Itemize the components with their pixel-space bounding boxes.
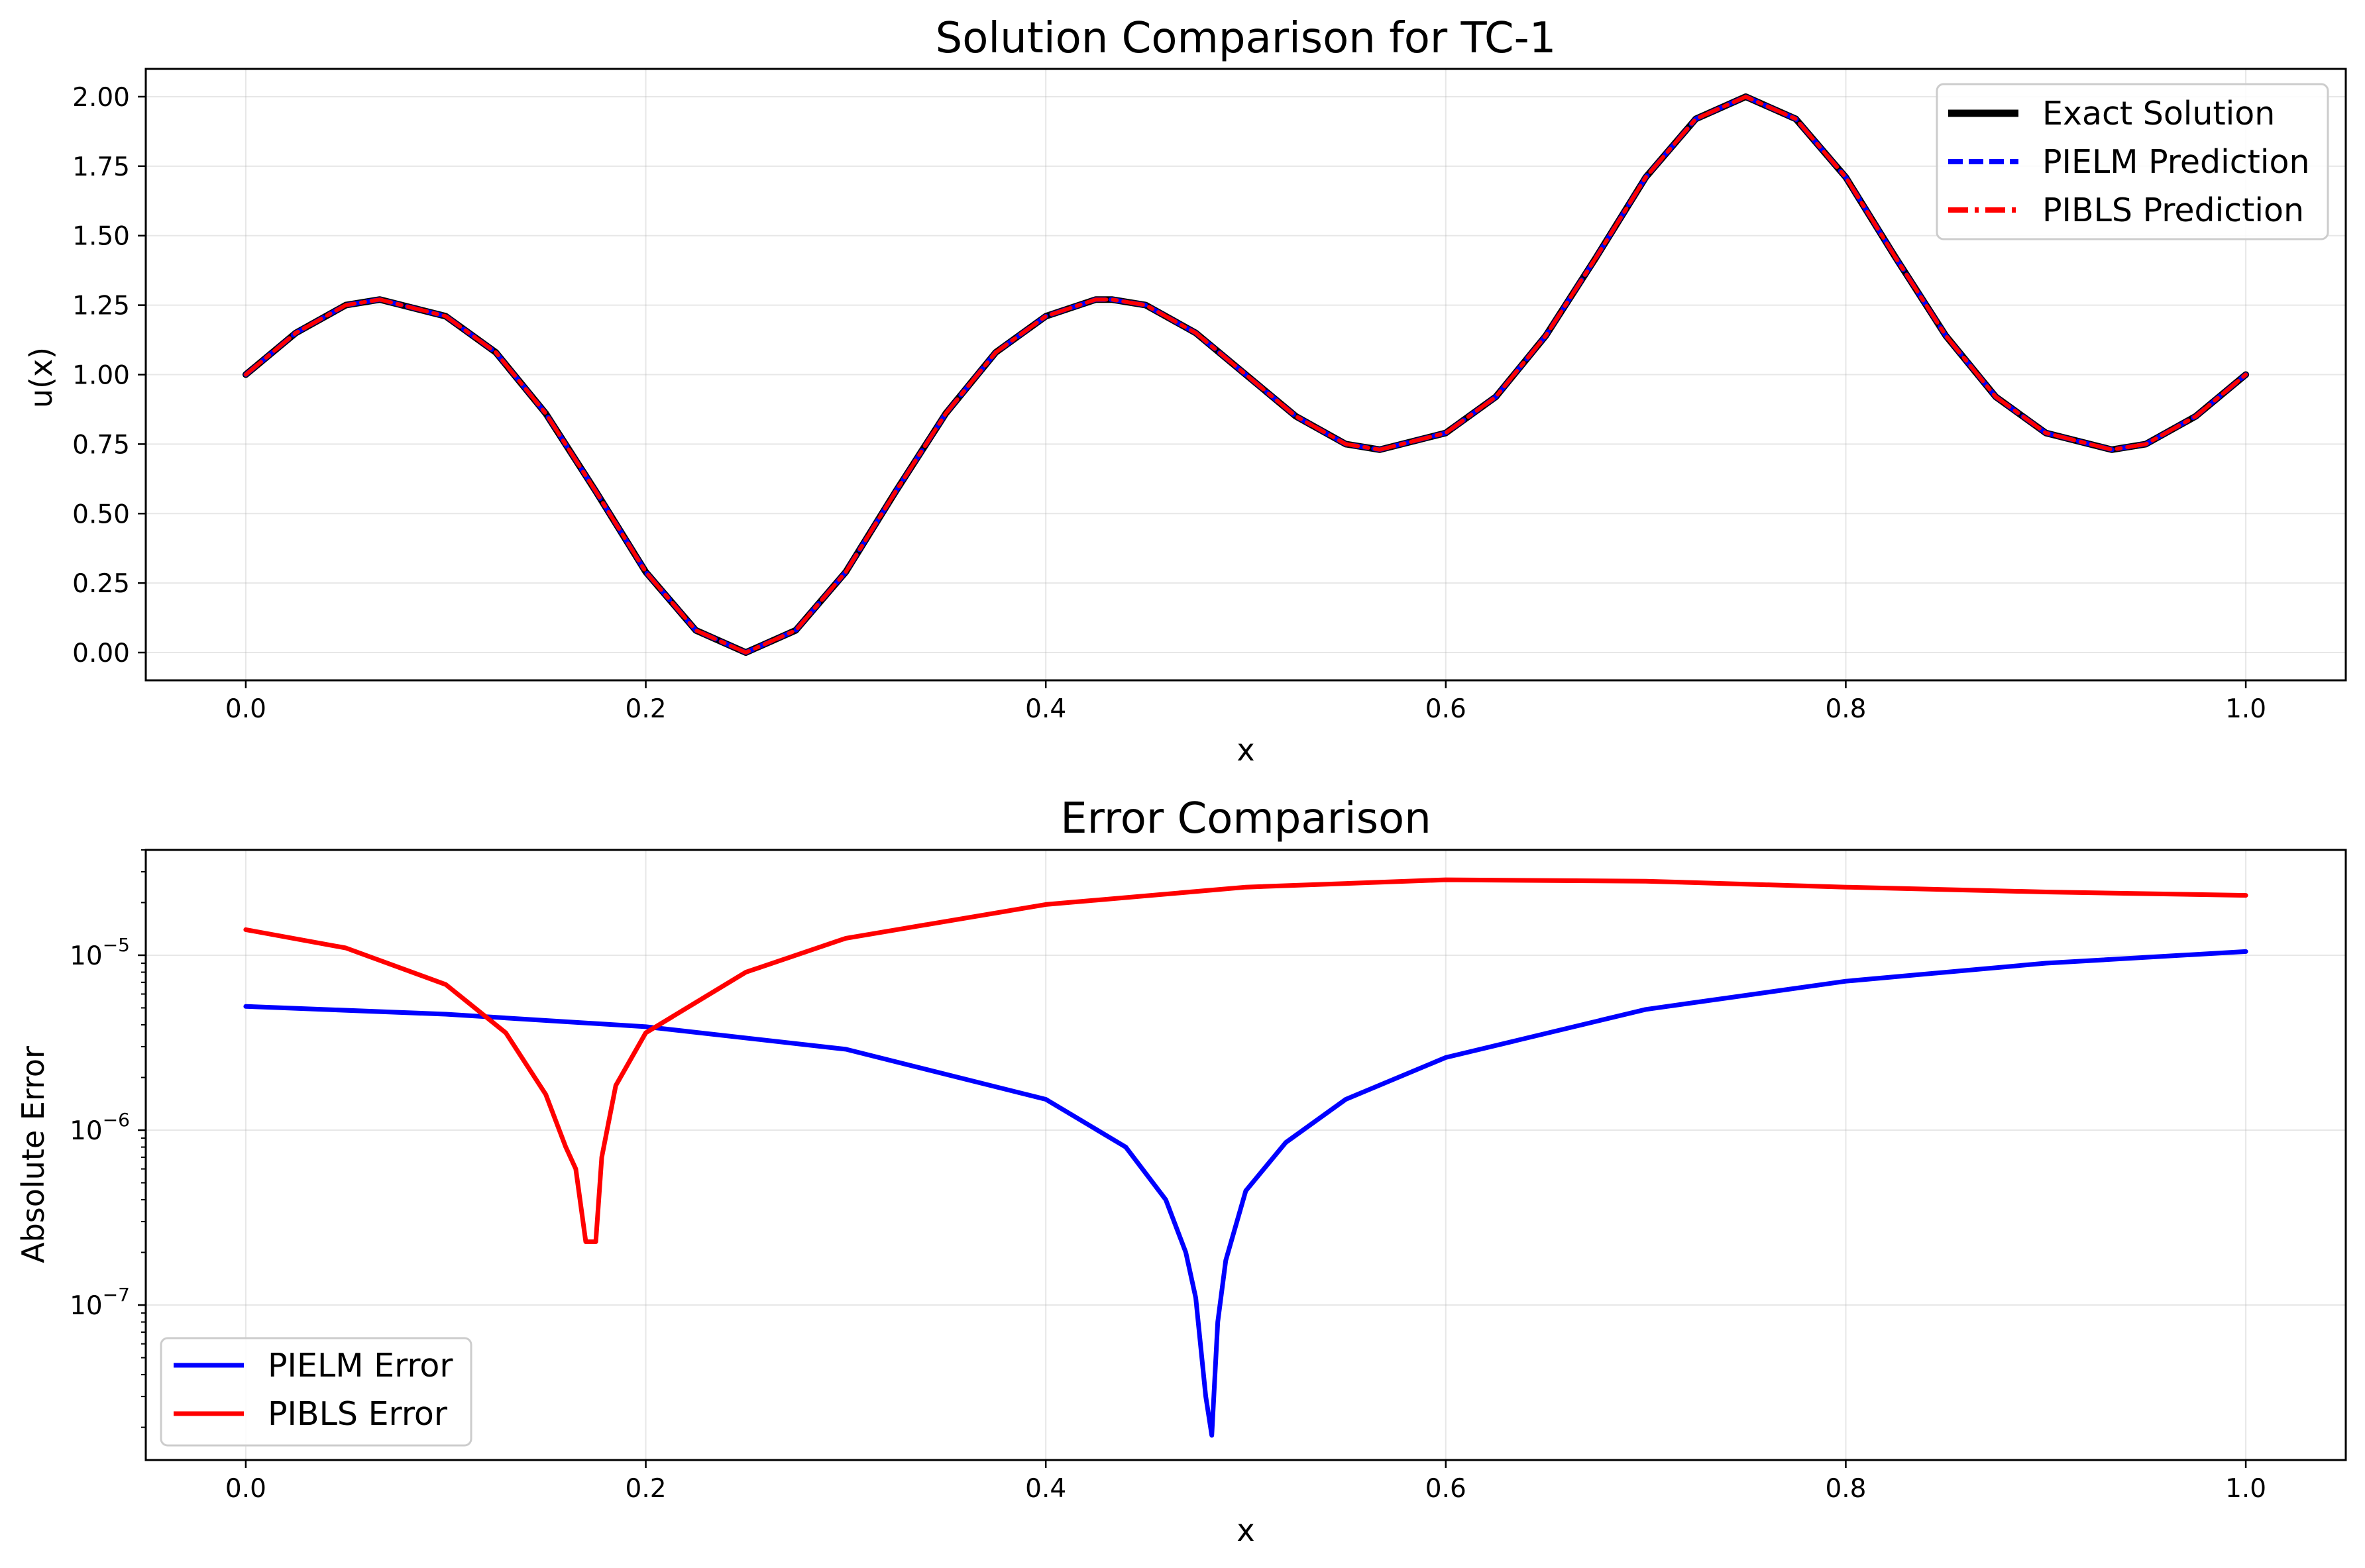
x-tick-label: 0.4 [1025, 694, 1066, 724]
x-tick-label: 1.0 [2225, 1474, 2266, 1504]
plot-frame [144, 849, 2347, 1461]
legend-label-pibls-prediction: PIBLS Prediction [2042, 191, 2304, 229]
legend-label-exact-solution: Exact Solution [2042, 95, 2275, 132]
series-line-pielm-error [243, 949, 2248, 1438]
y-tick-label: 0.75 [72, 430, 130, 460]
x-tick-label: 0.8 [1825, 1474, 1866, 1504]
x-tick-label: 0.4 [1025, 1474, 1066, 1504]
series-lines [242, 93, 2250, 656]
x-tick-label: 0.0 [225, 1474, 266, 1504]
y-axis-ticks: 0.00 0.25 0.50 0.75 1.00 1.25 1.50 1.75 2.00 [72, 83, 146, 668]
x-tick-label: 0.2 [626, 1474, 667, 1504]
series-line-pibls-prediction [243, 95, 2248, 654]
y-tick-label: 1.75 [72, 152, 130, 182]
x-tick-label: 0.6 [1425, 694, 1466, 724]
y-tick-label: 1.50 [72, 222, 130, 252]
legend: PIELM Error PIBLS Error [160, 1337, 472, 1447]
x-axis-ticks: 0.0 0.2 0.4 0.6 0.8 1.0 [225, 1460, 2266, 1504]
y-axis-label: Absolute Error [15, 1046, 51, 1263]
legend-label-pielm-error: PIELM Error [268, 1347, 453, 1385]
y-tick-label: 1.00 [72, 361, 130, 391]
x-tick-label: 1.0 [2225, 694, 2266, 724]
series-line-pibls-error [243, 877, 2248, 1244]
y-axis-ticks: 10−5 10−6 10−7 [70, 849, 146, 1428]
legend-box [1936, 83, 2329, 240]
legend-label-pibls-error: PIBLS Error [268, 1395, 448, 1433]
x-tick-label: 0.6 [1425, 1474, 1466, 1504]
y-tick-label: 2.00 [72, 83, 130, 113]
x-axis-label: x [1237, 1512, 1254, 1548]
x-tick-label: 0.8 [1825, 694, 1866, 724]
chart-title: Solution Comparison for TC-1 [936, 14, 1557, 63]
y-tick-label: 0.00 [72, 639, 130, 668]
legend: Exact Solution PIELM Prediction PIBLS Pr… [1936, 83, 2329, 240]
solution-chart: Solution Comparison for TC-1 0.0 0.2 0.4 0.… [23, 14, 2347, 768]
legend-label-pielm-prediction: PIELM Prediction [2042, 143, 2310, 181]
y-tick-label: 0.50 [72, 499, 130, 529]
x-axis-ticks: 0.0 0.2 0.4 0.6 0.8 1.0 [225, 680, 2266, 724]
y-tick-label: 10−5 [70, 934, 130, 971]
y-tick-label: 10−6 [70, 1109, 130, 1146]
x-axis-label: x [1237, 732, 1254, 768]
y-axis-label: u(x) [23, 347, 59, 408]
x-tick-label: 0.0 [225, 694, 266, 724]
y-tick-label: 10−7 [70, 1284, 130, 1321]
y-tick-label: 0.25 [72, 569, 130, 599]
chart-title: Error Comparison [1060, 794, 1431, 843]
series-lines [243, 877, 2248, 1438]
x-tick-label: 0.2 [626, 694, 667, 724]
y-tick-label: 1.25 [72, 291, 130, 321]
error-chart: Error Comparison 0.0 0.2 0.4 0.6 0.8 1.0 10−5… [15, 794, 2347, 1548]
